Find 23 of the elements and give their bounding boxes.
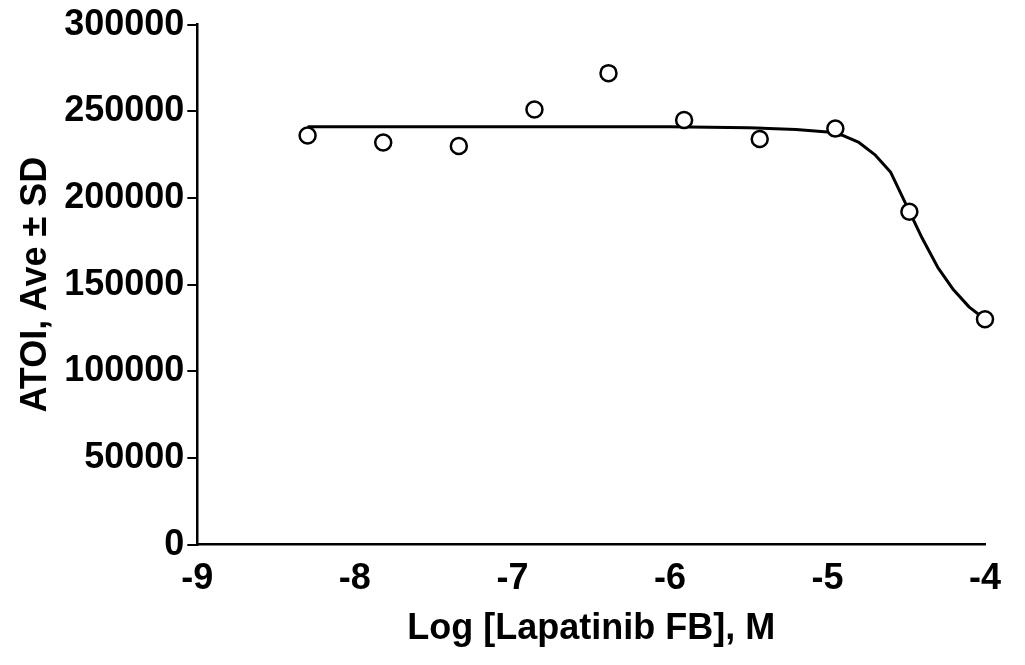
x-axis-title: Log [Lapatinib FB], M: [407, 606, 776, 648]
point: [373, 133, 393, 152]
point: [900, 202, 919, 222]
point: [674, 110, 694, 130]
x-tick-label: -5: [811, 556, 844, 598]
x-tick-label: -8: [338, 556, 371, 598]
y-tick-label: 100000: [64, 348, 185, 390]
y-tick-label: 200000: [64, 174, 185, 216]
point: [298, 126, 317, 145]
point: [975, 310, 995, 329]
y-tick-label: 300000: [64, 1, 185, 43]
point: [750, 129, 769, 149]
point: [449, 136, 469, 156]
y-tick-label: 250000: [64, 88, 185, 130]
x-tick-label: -6: [653, 556, 686, 598]
point: [599, 63, 618, 83]
y-axis-title: ATOI, Ave ± SD: [12, 156, 54, 413]
y-tick-label: 50000: [84, 434, 185, 476]
x-tick-label: -4: [968, 556, 1002, 598]
point: [525, 100, 544, 119]
point: [826, 119, 845, 138]
y-tick-label: 150000: [64, 261, 185, 303]
x-tick-label: -7: [496, 556, 529, 598]
